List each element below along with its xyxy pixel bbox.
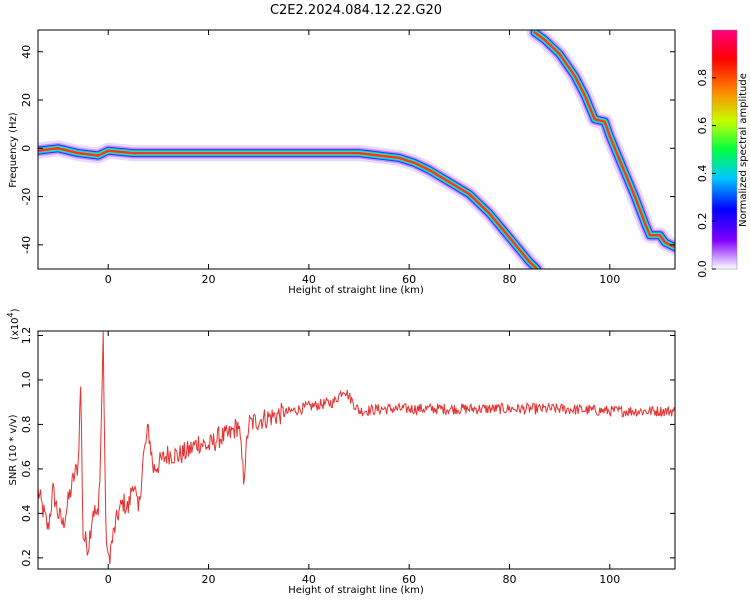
- snr-y-scale-exponent: 4: [6, 312, 15, 317]
- snr-x-ticks: 0 20 40 60 80 100: [105, 331, 620, 586]
- spectrogram-x-tick-label: 100: [599, 273, 620, 286]
- spectrogram-frame: [37, 29, 676, 270]
- snr-x-tick-label: 0: [105, 573, 112, 586]
- colorbar-gradient: [711, 29, 738, 270]
- spectrogram-x-axis-label: Height of straight line (km): [288, 285, 424, 296]
- spectrogram-y-tick-label: -40: [20, 236, 33, 254]
- chart-title: C2E2.2024.084.12.22.G20: [270, 3, 442, 18]
- spectrogram-x-tick-label: 40: [302, 273, 316, 286]
- snr-frame: [37, 330, 676, 570]
- snr-y-ticks: 0.2 0.4 0.6 0.8 1.0 1.2: [20, 327, 675, 567]
- spectrogram-x-tick-label: 0: [105, 273, 112, 286]
- snr-y-scale-suffix: ): [10, 308, 21, 312]
- colorbar-tick-label: 0.4: [696, 165, 709, 183]
- snr-series-line: [38, 331, 675, 565]
- colorbar-ticks: 0.0 0.2 0.4 0.6 0.8: [696, 69, 716, 278]
- snr-panel: 0 20 40 60 80 100 0.2 0.4 0.6 0.8 1.0 1.2 Height o…: [6, 308, 676, 596]
- spectrogram-y-tick-label: -20: [20, 188, 33, 206]
- snr-x-tick-label: 60: [402, 573, 416, 586]
- spectrogram-panel: 0 20 40 60 80 100 -40 -20 0 20 40 Height of strai…: [8, 29, 676, 296]
- spectrogram-traces: [38, 30, 675, 269]
- snr-y-tick-label: 0.2: [20, 549, 33, 567]
- snr-x-tick-label: 80: [502, 573, 516, 586]
- spectrogram-x-tick-label: 80: [502, 273, 516, 286]
- snr-y-tick-label: 1.0: [20, 371, 33, 389]
- snr-plot-area: [38, 331, 675, 569]
- snr-x-tick-label: 20: [202, 573, 216, 586]
- spectrogram-trace-1-layer: [38, 147, 539, 269]
- snr-y-axis-label: SNR (10 * v/v): [8, 414, 19, 485]
- snr-y-tick-label: 0.4: [20, 505, 33, 523]
- spectrogram-x-ticks: 0 20 40 60 80 100: [105, 30, 620, 286]
- snr-x-tick-label: 100: [599, 573, 620, 586]
- colorbar-tick-label: 0.8: [696, 69, 709, 87]
- spectrogram-y-tick-label: 20: [20, 93, 33, 107]
- spectrogram-y-ticks: -40 -20 0 20 40: [20, 45, 675, 254]
- spectrogram-y-axis-label: Frequency (Hz): [8, 112, 19, 188]
- snr-y-tick-label: 0.6: [20, 460, 33, 478]
- snr-traces: [38, 331, 675, 565]
- spectrogram-x-tick-label: 20: [202, 273, 216, 286]
- svg-text:(x104): (x104): [6, 308, 21, 340]
- colorbar-label: Normalized spectral amplitude: [738, 73, 749, 227]
- snr-x-axis-label: Height of straight line (km): [288, 585, 424, 596]
- spectrogram-y-tick-label: 40: [20, 45, 33, 59]
- snr-x-tick-label: 40: [302, 573, 316, 586]
- spectrogram-trace-2-layer: [533, 31, 675, 249]
- colorbar-tick-label: 0.6: [696, 117, 709, 135]
- spectrogram-x-tick-label: 60: [402, 273, 416, 286]
- colorbar-tick-label: 0.2: [696, 212, 709, 230]
- colorbar-tick-label: 0.0: [696, 260, 709, 278]
- snr-y-tick-label: 1.2: [20, 327, 33, 345]
- spectrogram-y-tick-label: 0: [20, 145, 33, 152]
- snr-y-scale-factor: (x104): [6, 308, 21, 340]
- snr-y-tick-label: 0.8: [20, 416, 33, 434]
- snr-y-scale-prefix: (x10: [10, 317, 21, 340]
- colorbar: 0.0 0.2 0.4 0.6 0.8 Normalized spectral ampl…: [696, 29, 749, 278]
